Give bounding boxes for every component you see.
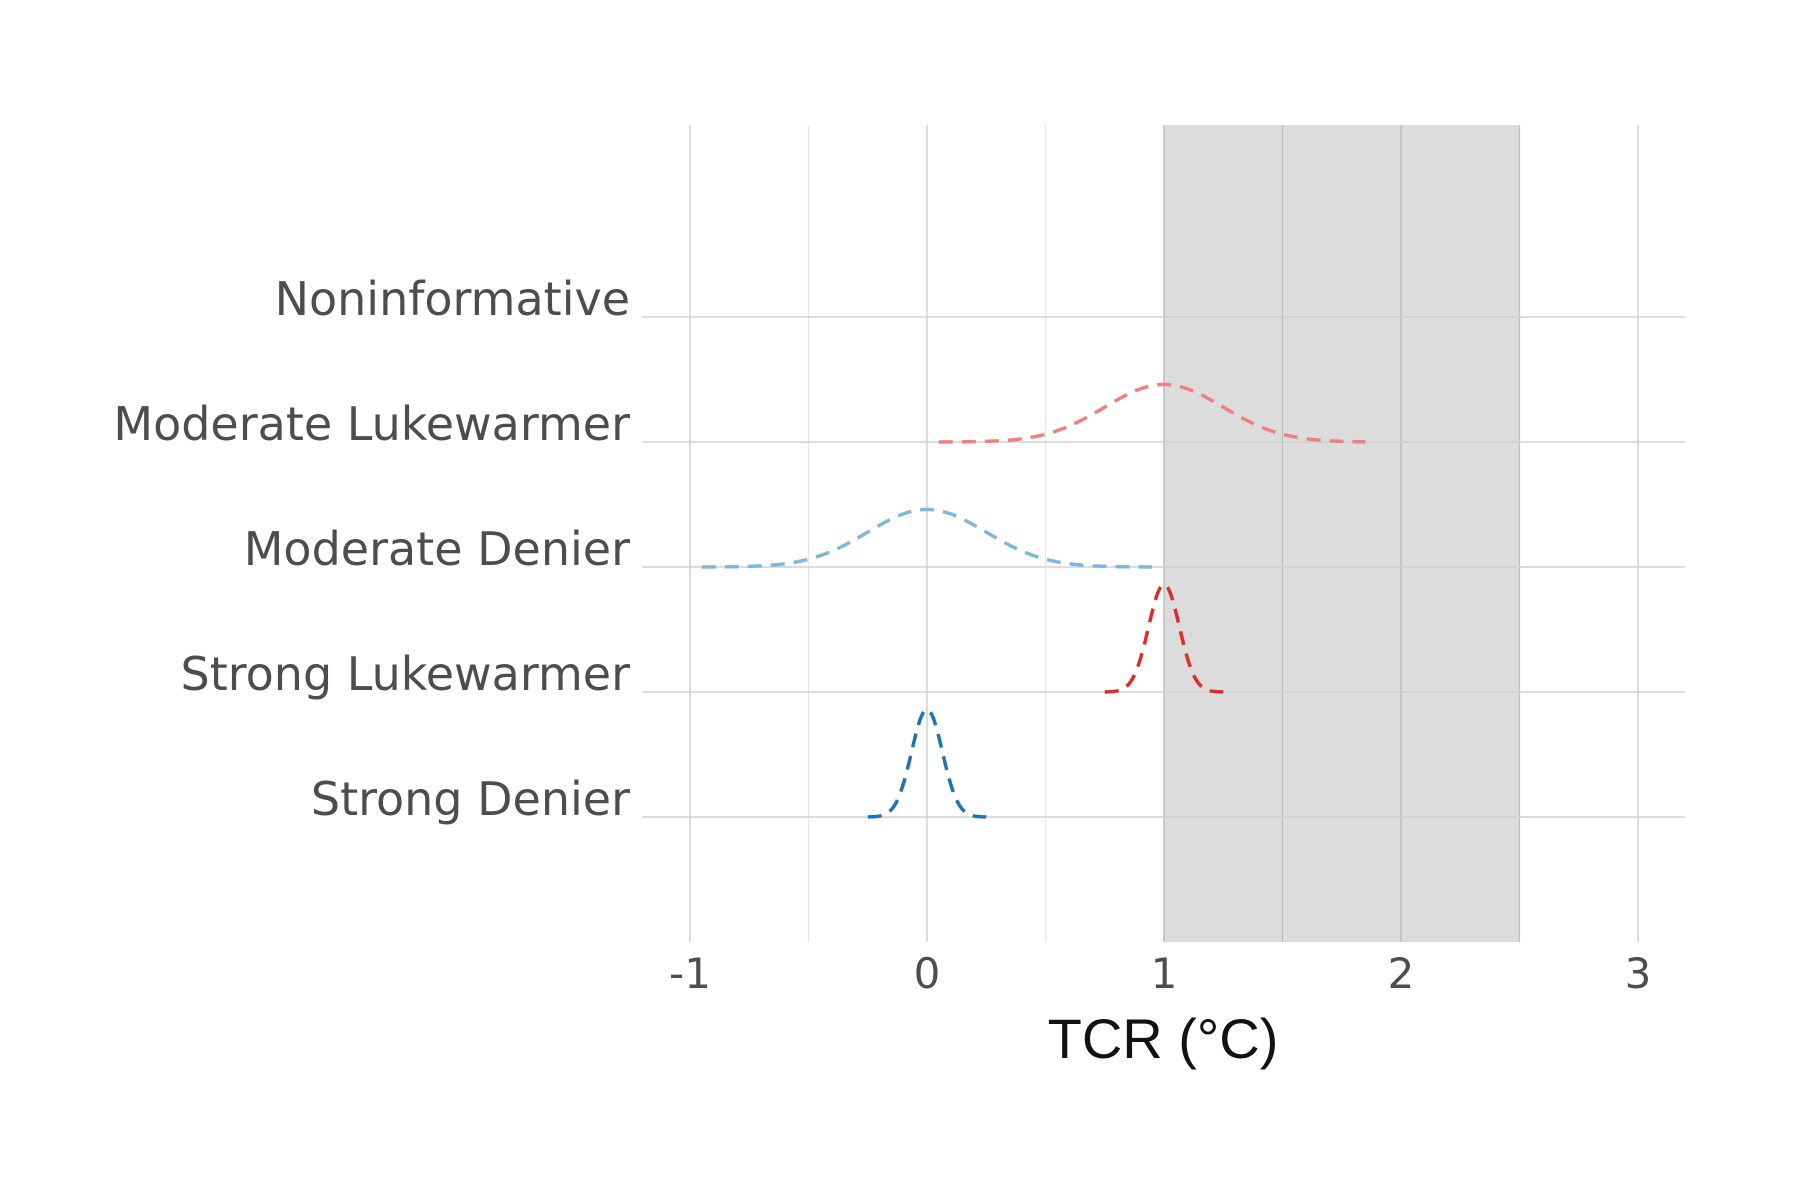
x-tick-label: 2 [1388,949,1415,998]
x-axis-title: TCR (°C) [1048,1007,1279,1070]
y-label-strong-lukewarmer: Strong Lukewarmer [181,647,631,701]
y-axis-labels: Strong Denier Strong Lukewarmer Moderate D… [113,272,630,826]
x-tick-label: 1 [1151,949,1178,998]
density-curve-moderate-denier [701,507,1153,569]
y-label-moderate-lukewarmer: Moderate Lukewarmer [113,397,630,451]
grid-layer [642,125,1685,942]
x-axis-ticks: -1 0 1 2 3 [669,949,1651,998]
density-curve-moderate-lukewarmer [938,382,1366,444]
y-label-moderate-denier: Moderate Denier [244,522,630,576]
shaded-region [1164,125,1520,942]
x-tick-label: 0 [914,949,941,998]
y-label-strong-denier: Strong Denier [311,772,630,826]
y-label-noninformative: Noninformative [275,272,630,326]
shaded-region-layer [1164,125,1520,942]
density-curves-layer [701,382,1366,819]
x-tick-label: -1 [669,949,711,998]
x-tick-label: 3 [1625,949,1652,998]
